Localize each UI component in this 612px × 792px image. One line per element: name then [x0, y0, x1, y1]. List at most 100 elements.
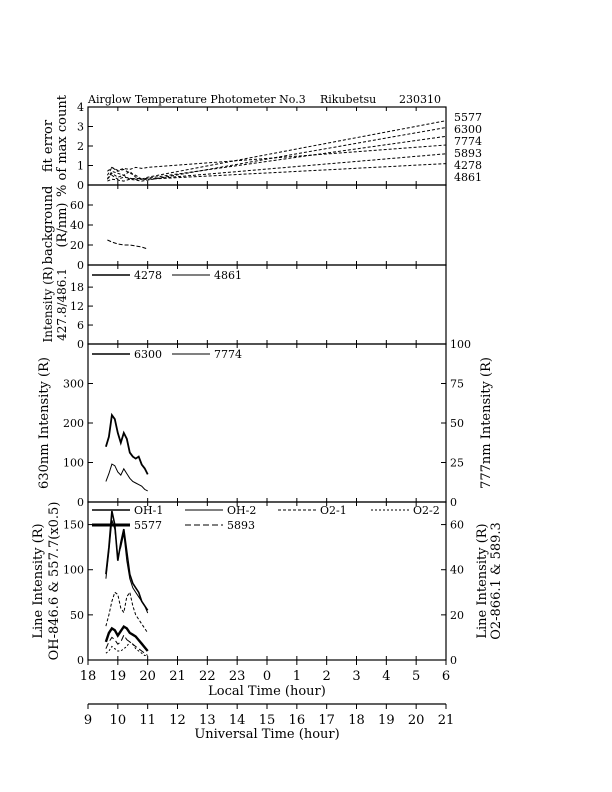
x-axis-tick-label: 18 [80, 669, 97, 684]
panel-frame-fit-error [87, 106, 447, 186]
legend-label-7774: 7774 [214, 348, 242, 361]
y2-tick-label-red-lines: 0 [450, 496, 457, 509]
series-end-label-4861: 4861 [454, 171, 482, 184]
y-axis-label-background: background [41, 186, 56, 265]
x-axis-tick-label: 20 [139, 669, 156, 684]
y-axis-label-left-red-lines: 630nm Intensity (R) [37, 357, 52, 489]
ut-axis-tick-label: 14 [229, 713, 246, 728]
x-axis-tick-label: 21 [169, 669, 186, 684]
chart-title: Airglow Temperature Photometer No.3 [87, 93, 306, 106]
y2-tick-label-oh-o2-lines: 20 [450, 609, 464, 622]
y-tick-label-red-lines: 300 [63, 378, 84, 391]
y-axis-label-blue-lines: 427.8/486.1 [55, 268, 69, 341]
y2-tick-label-red-lines: 25 [450, 457, 464, 470]
panel-frame-red-lines [87, 343, 447, 503]
x-axis-tick-label: 0 [263, 669, 271, 684]
series-line-oh-o2-lines-O2-1 [105, 591, 149, 634]
y-tick-label-background: 40 [70, 219, 84, 232]
legend-label-4278: 4278 [134, 269, 162, 282]
series-line-fit-error-5893 [107, 144, 447, 172]
series-end-label-5577: 5577 [454, 111, 482, 124]
series-end-label-7774: 7774 [454, 135, 482, 148]
series-end-label-6300: 6300 [454, 123, 482, 136]
ut-axis-tick-label: 12 [169, 713, 186, 728]
station-label: Rikubetsu [320, 93, 376, 106]
legend-label-4861: 4861 [214, 269, 242, 282]
ut-axis-label: Universal Time (hour) [194, 727, 339, 742]
y-tick-label-fit-error: 1 [77, 160, 84, 173]
y2-tick-label-oh-o2-lines: 60 [450, 519, 464, 532]
ut-axis-tick-label: 20 [408, 713, 425, 728]
ut-axis-tick-label: 15 [259, 713, 276, 728]
ut-axis-tick-label: 19 [378, 713, 395, 728]
series-line-fit-error-6300 [107, 127, 447, 182]
x-axis-tick-label: 3 [352, 669, 360, 684]
chart-header: Airglow Temperature Photometer No.3 Riku… [87, 93, 441, 106]
series-line-fit-error-5577 [107, 120, 447, 180]
y-tick-label-blue-lines: 6 [77, 319, 84, 332]
series-end-label-4278: 4278 [454, 159, 482, 172]
ut-axis-tick-label: 18 [348, 713, 365, 728]
x-axis-tick-label: 23 [229, 669, 246, 684]
y-tick-label-red-lines: 100 [63, 457, 84, 470]
y-tick-label-background: 60 [70, 199, 84, 212]
ut-axis-tick-label: 16 [289, 713, 306, 728]
y-axis-label-right-red-lines: 777nm Intensity (R) [479, 357, 494, 489]
y-axis-label-background: (R/nm) [55, 202, 70, 247]
legend-label-6300: 6300 [134, 348, 162, 361]
ut-axis-tick-label: 17 [318, 713, 335, 728]
legend-label-5893: 5893 [227, 519, 255, 532]
y-axis-label-blue-lines: Intensity (R) [41, 267, 55, 343]
y2-tick-label-red-lines: 50 [450, 417, 464, 430]
x-axis-tick-label: 4 [382, 669, 390, 684]
x-axis-label: Local Time (hour) [208, 684, 326, 699]
x-axis-tick-label: 6 [442, 669, 450, 684]
ut-axis-tick-label: 13 [199, 713, 216, 728]
y-tick-label-red-lines: 0 [77, 496, 84, 509]
series-line-red-lines-6300 [105, 412, 149, 475]
x-axis-tick-label: 2 [323, 669, 331, 684]
panel-frame-background [87, 184, 447, 266]
series-line-fit-error-4861 [106, 163, 447, 180]
series-line-red-lines-7774 [105, 463, 148, 492]
legend-label-OH-2: OH-2 [227, 504, 256, 517]
series-line-oh-o2-lines-5577 [104, 624, 149, 652]
y-tick-label-oh-o2-lines: 150 [63, 519, 84, 532]
series-line-oh-o2-lines-OH-1 [105, 510, 149, 611]
y-tick-label-oh-o2-lines: 50 [70, 609, 84, 622]
y-axis-label-fit-error: % of max count [55, 94, 70, 197]
ut-axis-tick-label: 9 [84, 713, 92, 728]
y2-tick-label-oh-o2-lines: 0 [450, 654, 457, 667]
y2-tick-label-red-lines: 75 [450, 378, 464, 391]
y-axis-label-left-oh-o2-lines: OH-846.6 & 557.7(x0.5) [47, 502, 62, 661]
date-label: 230310 [399, 93, 441, 106]
y-tick-label-oh-o2-lines: 100 [63, 564, 84, 577]
y-axis-label-fit-error: fit error [41, 119, 56, 172]
series-line-oh-o2-lines-5893 [105, 634, 149, 656]
y-axis-label-right-oh-o2-lines: Line Intensity (R) [475, 523, 490, 638]
y-tick-label-red-lines: 200 [63, 417, 84, 430]
series-line-fit-error-7774 [107, 135, 447, 180]
legend-label-O2-1: O2-1 [320, 504, 347, 517]
x-axis-tick-label: 19 [110, 669, 127, 684]
ut-axis-tick-label: 11 [139, 713, 156, 728]
y-tick-label-fit-error: 2 [77, 140, 84, 153]
series-line-oh-o2-lines-OH-2 [105, 519, 149, 614]
series-end-label-5893: 5893 [454, 147, 482, 160]
y-axis-label-left-oh-o2-lines: Line Intensity (R) [31, 523, 46, 638]
y-tick-label-fit-error: 3 [77, 121, 84, 134]
y-tick-label-oh-o2-lines: 0 [77, 654, 84, 667]
y2-tick-label-oh-o2-lines: 40 [450, 564, 464, 577]
x-axis-tick-label: 1 [293, 669, 301, 684]
y-tick-label-background: 20 [70, 239, 84, 252]
ut-axis-tick-label: 21 [438, 713, 455, 728]
y-tick-label-blue-lines: 18 [70, 281, 84, 294]
legend-label-O2-2: O2-2 [413, 504, 440, 517]
ut-axis-tick-label: 10 [110, 713, 127, 728]
legend-label-OH-1: OH-1 [134, 504, 163, 517]
y-tick-label-blue-lines: 12 [70, 300, 84, 313]
series-line-background-background [107, 239, 148, 250]
y-tick-label-blue-lines: 0 [77, 338, 84, 351]
